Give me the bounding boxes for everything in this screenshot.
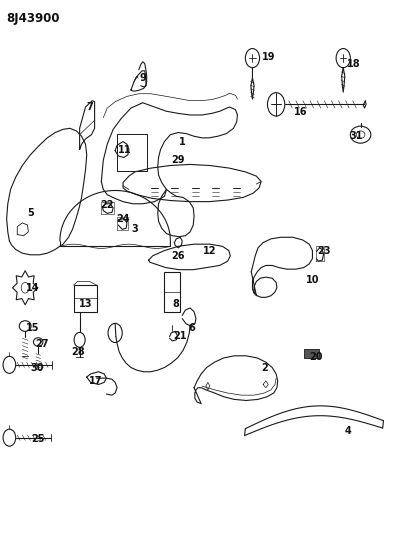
- Text: 29: 29: [171, 155, 185, 165]
- FancyBboxPatch shape: [304, 350, 319, 358]
- Text: 21: 21: [173, 330, 187, 341]
- Text: 20: 20: [310, 352, 323, 362]
- Text: 5: 5: [27, 208, 34, 219]
- Text: 16: 16: [294, 107, 307, 117]
- Text: 12: 12: [203, 246, 217, 255]
- Text: 14: 14: [25, 283, 39, 293]
- Text: 27: 27: [35, 338, 49, 349]
- Text: 1: 1: [179, 136, 186, 147]
- Text: 18: 18: [347, 60, 361, 69]
- Text: 25: 25: [31, 434, 45, 445]
- Text: 19: 19: [262, 52, 276, 61]
- Text: 10: 10: [306, 275, 319, 285]
- Text: 6: 6: [189, 322, 196, 333]
- Text: 24: 24: [116, 214, 130, 224]
- Text: 13: 13: [79, 298, 92, 309]
- Text: 31: 31: [349, 131, 363, 141]
- Text: 23: 23: [318, 246, 331, 255]
- Text: 30: 30: [30, 362, 44, 373]
- Text: 4: 4: [345, 426, 351, 437]
- Text: 26: 26: [171, 251, 185, 261]
- Text: 7: 7: [86, 102, 93, 112]
- Text: 17: 17: [89, 376, 102, 386]
- Text: 9: 9: [139, 73, 146, 83]
- Text: 3: 3: [131, 224, 138, 235]
- Text: 2: 2: [262, 362, 268, 373]
- Text: 11: 11: [118, 144, 132, 155]
- Text: 22: 22: [101, 200, 114, 211]
- Text: 28: 28: [71, 346, 84, 357]
- Text: 8J43900: 8J43900: [7, 12, 60, 26]
- Text: 8: 8: [173, 298, 180, 309]
- Text: 15: 15: [25, 322, 39, 333]
